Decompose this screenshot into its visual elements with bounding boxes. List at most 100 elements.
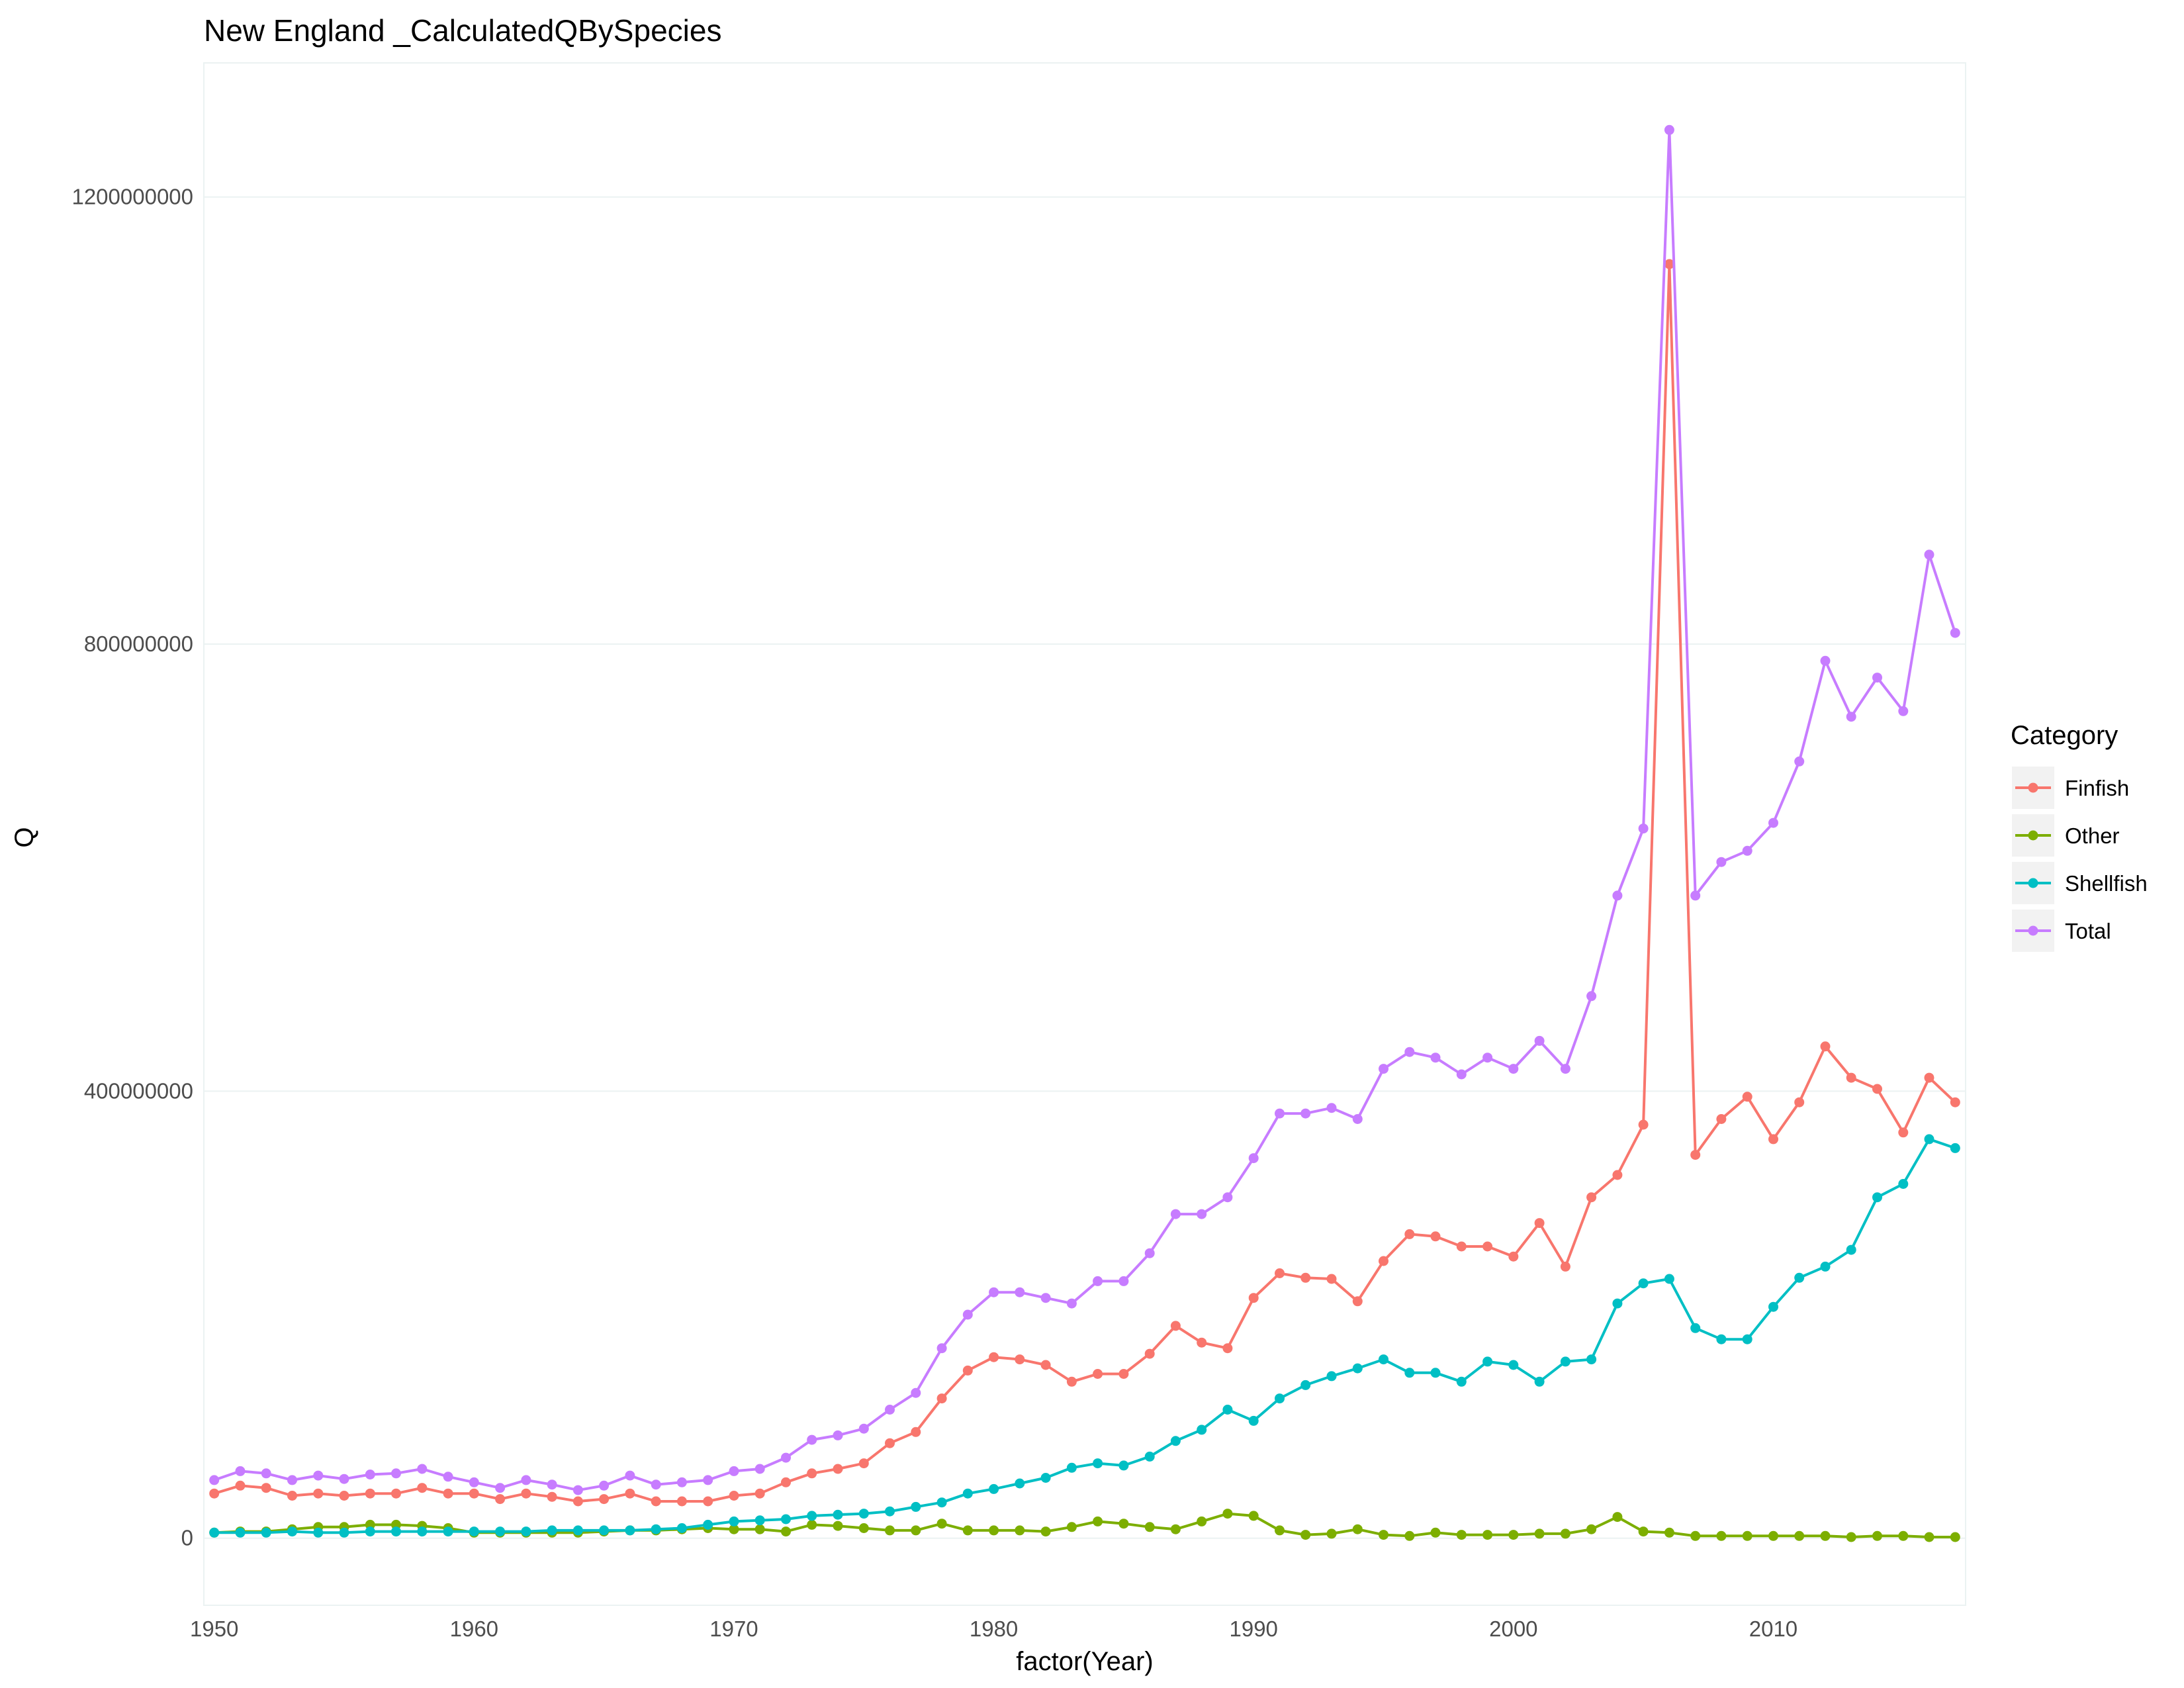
data-point xyxy=(1612,1170,1623,1180)
data-point xyxy=(339,1491,349,1501)
data-point xyxy=(1820,1530,1831,1541)
data-point xyxy=(676,1496,687,1507)
data-point xyxy=(1352,1296,1363,1307)
data-point xyxy=(1300,1108,1311,1119)
data-point xyxy=(1924,549,1934,560)
data-point xyxy=(1950,628,1960,638)
x-tick-label: 1970 xyxy=(709,1617,758,1641)
x-tick-label: 2000 xyxy=(1489,1617,1537,1641)
data-point xyxy=(1430,1368,1441,1378)
data-point xyxy=(754,1524,765,1534)
data-point xyxy=(911,1387,921,1398)
data-point xyxy=(1379,1354,1388,1365)
data-point xyxy=(547,1491,557,1502)
data-point xyxy=(1040,1360,1051,1370)
data-point xyxy=(391,1488,401,1499)
data-point xyxy=(261,1468,271,1479)
data-point xyxy=(962,1525,973,1536)
data-point xyxy=(1222,1343,1233,1354)
data-point xyxy=(1326,1274,1337,1284)
data-point xyxy=(885,1525,895,1536)
data-point xyxy=(1586,1354,1597,1365)
data-point xyxy=(1482,1241,1493,1252)
data-point xyxy=(1379,1064,1388,1074)
data-point xyxy=(313,1488,324,1499)
data-point xyxy=(1846,1072,1856,1083)
data-point xyxy=(1924,1134,1934,1145)
data-point xyxy=(1794,756,1805,767)
data-point xyxy=(729,1491,739,1501)
data-point xyxy=(1066,1462,1077,1473)
data-point xyxy=(989,1483,999,1494)
data-point xyxy=(1586,991,1597,1002)
data-point xyxy=(1612,890,1623,901)
data-point xyxy=(1040,1473,1051,1483)
data-point xyxy=(651,1496,661,1507)
data-point xyxy=(1950,1143,1960,1153)
data-point xyxy=(1742,1334,1752,1344)
data-point xyxy=(417,1464,428,1474)
data-point xyxy=(1300,1272,1311,1283)
data-point xyxy=(1275,1108,1285,1119)
data-point xyxy=(1690,1150,1701,1160)
legend-items: Finfish Other Shellfish Total xyxy=(2012,767,2148,952)
data-point xyxy=(1534,1218,1545,1229)
data-point xyxy=(1508,1530,1519,1540)
data-point xyxy=(1742,1530,1752,1541)
data-point xyxy=(833,1509,843,1520)
data-point xyxy=(313,1470,324,1481)
data-point xyxy=(1560,1261,1570,1272)
data-point xyxy=(1456,1376,1467,1387)
data-point xyxy=(1716,857,1727,867)
data-point xyxy=(391,1468,401,1479)
data-point xyxy=(1300,1530,1311,1540)
data-point xyxy=(962,1488,973,1499)
data-point xyxy=(1794,1530,1805,1541)
data-point xyxy=(1326,1371,1337,1382)
data-point xyxy=(365,1470,375,1479)
data-point xyxy=(1560,1064,1570,1074)
data-point xyxy=(1118,1460,1129,1471)
data-point xyxy=(1197,1516,1207,1526)
data-point xyxy=(1015,1478,1025,1489)
data-point xyxy=(495,1526,506,1537)
data-point xyxy=(1456,1530,1467,1540)
data-point xyxy=(1430,1527,1441,1538)
data-point xyxy=(651,1479,661,1490)
data-point xyxy=(833,1430,843,1440)
data-point xyxy=(521,1475,531,1485)
data-point xyxy=(1197,1209,1207,1219)
data-point xyxy=(521,1526,531,1537)
data-point xyxy=(1898,706,1909,716)
data-point xyxy=(1404,1368,1415,1378)
data-point xyxy=(572,1496,583,1507)
data-point xyxy=(1144,1248,1155,1258)
data-point xyxy=(1093,1516,1103,1526)
data-point xyxy=(1534,1376,1545,1387)
data-point xyxy=(1716,1530,1727,1541)
data-point xyxy=(1872,1084,1882,1094)
series-line xyxy=(214,1137,1956,1534)
data-point xyxy=(781,1526,791,1537)
data-point xyxy=(1612,1512,1623,1523)
data-point xyxy=(572,1525,583,1536)
legend-key-point xyxy=(2028,878,2038,888)
legend-key-point xyxy=(2028,830,2038,841)
data-point xyxy=(625,1525,635,1536)
y-tick-label: 400000000 xyxy=(84,1078,193,1103)
data-point xyxy=(1742,1092,1752,1102)
data-point xyxy=(261,1527,271,1538)
data-point xyxy=(781,1452,791,1463)
data-point xyxy=(911,1501,921,1512)
gridlines xyxy=(204,196,1966,1539)
data-point xyxy=(807,1468,817,1479)
data-point xyxy=(1872,673,1882,683)
x-tick-label: 1960 xyxy=(450,1617,498,1641)
data-point xyxy=(1197,1425,1207,1435)
data-point xyxy=(1144,1522,1155,1532)
data-point xyxy=(443,1488,453,1499)
data-point xyxy=(1456,1241,1467,1252)
data-point xyxy=(1638,1278,1649,1289)
data-point xyxy=(209,1488,220,1499)
